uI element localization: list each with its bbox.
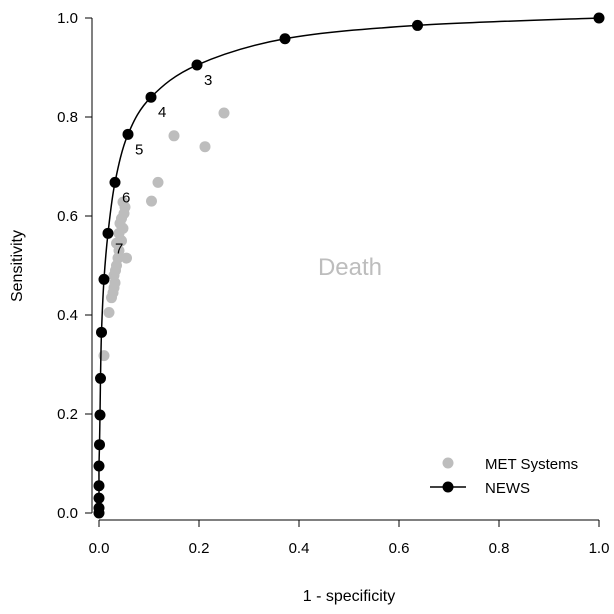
x-tick-label: 0.0: [89, 540, 110, 557]
y-tick-label: 0.6: [57, 208, 78, 225]
met-systems-point: [152, 176, 164, 188]
x-tick-label: 0.8: [489, 540, 510, 557]
y-axis-label: Sensitivity: [9, 230, 26, 302]
news-point-label: 6: [122, 189, 130, 206]
news-point-label: 4: [158, 104, 166, 121]
y-tick-label: 1.0: [57, 10, 78, 27]
news-point: [93, 460, 105, 472]
legend: MET Systems NEWS: [430, 456, 578, 497]
x-tick-label: 0.2: [189, 540, 210, 557]
news-point: [96, 326, 107, 338]
y-tick-label: 0.4: [57, 307, 78, 324]
news-point: [93, 492, 105, 504]
plot-area: 0.0 0.2 0.4 0.6 0.8 1.0 0.0 0.2 0.4 0.6 0.8 1.0 7 6…: [57, 10, 609, 557]
met-systems-point: [121, 252, 132, 264]
news-point-label: 5: [135, 141, 143, 158]
legend-met-systems-label: MET Systems: [485, 456, 578, 473]
legend-news-label: NEWS: [485, 480, 530, 497]
news-point: [279, 33, 291, 45]
news-point: [191, 59, 203, 71]
news-point: [94, 409, 106, 421]
news-point-labels: 7 6 5 4 3: [115, 72, 212, 257]
x-tick-label: 0.4: [289, 540, 310, 557]
met-systems-point: [199, 141, 211, 153]
met-systems-point: [146, 195, 157, 207]
y-tick-label: 0.8: [57, 109, 78, 126]
y-ticks: 0.0 0.2 0.4 0.6 0.8 1.0: [57, 10, 92, 522]
news-point-label: 3: [204, 72, 212, 89]
met-systems-point: [103, 307, 115, 319]
x-tick-label: 1.0: [589, 540, 610, 557]
news-point: [94, 439, 105, 451]
death-annotation: Death: [318, 254, 382, 281]
news-point: [93, 502, 105, 514]
met-systems-point: [117, 196, 129, 208]
y-tick-label: 0.2: [57, 406, 78, 423]
met-systems-points: [98, 107, 230, 362]
met-systems-point: [168, 130, 180, 142]
x-ticks: 0.0 0.2 0.4 0.6 0.8 1.0: [89, 520, 610, 557]
news-point: [98, 273, 110, 285]
legend-news-marker: [442, 481, 454, 493]
news-point: [145, 91, 157, 103]
news-point: [412, 19, 423, 31]
y-tick-label: 0.0: [57, 505, 78, 522]
x-tick-label: 0.6: [389, 540, 410, 557]
news-point: [95, 372, 106, 384]
news-point: [109, 176, 121, 188]
news-point: [93, 480, 105, 492]
x-axis-label: 1 - specificity: [303, 588, 395, 605]
met-systems-point: [218, 107, 230, 119]
news-point: [102, 227, 114, 239]
news-points: [93, 12, 605, 519]
legend-met-systems-marker: [442, 457, 454, 469]
news-point-label: 7: [115, 240, 123, 257]
news-point: [593, 12, 605, 24]
news-point: [122, 128, 134, 140]
